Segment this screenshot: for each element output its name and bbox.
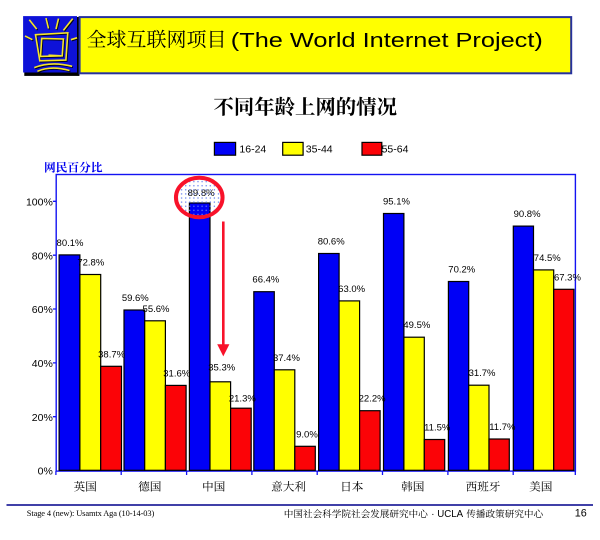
svg-text:9.0%: 9.0% [296, 429, 318, 440]
svg-text:90.8%: 90.8% [514, 209, 541, 220]
svg-text:(The World Internet Project): (The World Internet Project) [231, 30, 543, 52]
svg-text:80.6%: 80.6% [318, 237, 345, 248]
svg-text:21.3%: 21.3% [229, 394, 256, 405]
svg-text:UCLA: UCLA [437, 509, 463, 520]
svg-text:100%: 100% [26, 197, 53, 209]
svg-text:67.3%: 67.3% [554, 272, 581, 283]
svg-text:66.4%: 66.4% [252, 275, 279, 286]
svg-text:31.6%: 31.6% [163, 368, 190, 379]
svg-text:11.7%: 11.7% [489, 422, 516, 433]
svg-text:22.2%: 22.2% [359, 394, 386, 405]
svg-text:55-64: 55-64 [382, 144, 409, 156]
svg-text:16-24: 16-24 [239, 144, 266, 156]
svg-text:49.5%: 49.5% [403, 320, 430, 331]
svg-text:59.6%: 59.6% [122, 293, 149, 304]
svg-text:60%: 60% [32, 304, 53, 316]
svg-text:38.7%: 38.7% [98, 349, 125, 360]
svg-text:80%: 80% [32, 250, 53, 262]
svg-text:Stage 4 (new): Usamtx Aga (10-: Stage 4 (new): Usamtx Aga (10-14-03) [27, 509, 155, 518]
svg-text:35-44: 35-44 [306, 144, 333, 156]
svg-text:31.7%: 31.7% [469, 368, 496, 379]
svg-text:11.5%: 11.5% [424, 423, 451, 434]
svg-text:80.1%: 80.1% [57, 238, 84, 249]
svg-text:55.6%: 55.6% [143, 304, 170, 315]
svg-text:0%: 0% [38, 466, 53, 478]
svg-text:95.1%: 95.1% [383, 197, 410, 208]
svg-text:70.2%: 70.2% [448, 265, 475, 276]
svg-text:37.4%: 37.4% [273, 353, 300, 364]
svg-text:63.0%: 63.0% [338, 284, 365, 295]
svg-text:74.5%: 74.5% [534, 253, 561, 264]
svg-text:40%: 40% [32, 358, 53, 370]
svg-text:·: · [431, 509, 434, 520]
svg-text:72.8%: 72.8% [77, 258, 104, 269]
svg-text:35.3%: 35.3% [208, 362, 235, 373]
svg-text:20%: 20% [32, 412, 53, 424]
svg-text:16: 16 [575, 508, 587, 520]
